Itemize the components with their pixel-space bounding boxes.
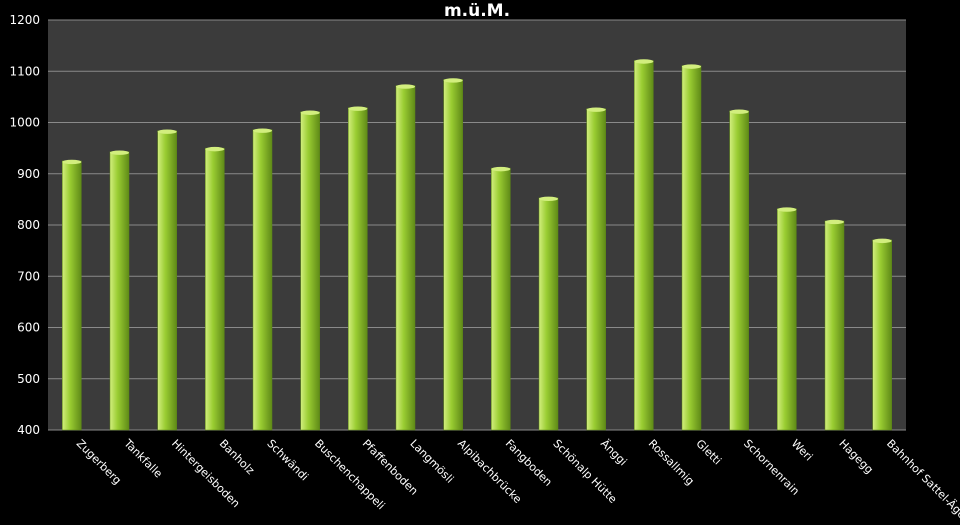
bar-cap-4 xyxy=(253,128,272,133)
chart-title: m.ü.M. xyxy=(444,1,510,21)
bar-cap-15 xyxy=(777,207,797,212)
bar-10 xyxy=(538,197,559,431)
bar-cap-16 xyxy=(825,219,844,225)
bar-cap-8 xyxy=(443,78,463,83)
bar-cap-9 xyxy=(491,166,511,172)
bar-cap-7 xyxy=(396,84,415,89)
gridlines xyxy=(48,19,906,431)
bar-7 xyxy=(395,85,416,431)
y-tick-label: 500 xyxy=(17,372,40,386)
y-tick-label: 700 xyxy=(17,269,40,283)
bar-cap-11 xyxy=(586,107,606,112)
y-tick-label: 900 xyxy=(17,167,40,181)
bar-17 xyxy=(872,239,892,431)
bar-6 xyxy=(348,107,368,431)
bar-cap-0 xyxy=(62,159,82,165)
bar-cap-6 xyxy=(348,106,368,111)
bar-cap-5 xyxy=(300,110,320,115)
bar-0 xyxy=(62,160,82,431)
bar-cap-3 xyxy=(205,146,225,152)
bar-16 xyxy=(824,220,845,431)
bar-11 xyxy=(586,108,606,431)
bar-cap-13 xyxy=(682,64,701,69)
bar-15 xyxy=(777,208,797,431)
bar-4 xyxy=(252,129,273,431)
y-tick-label: 1100 xyxy=(9,64,40,78)
bar-8 xyxy=(443,79,463,431)
bar-cap-12 xyxy=(634,59,654,64)
bar-12 xyxy=(634,60,654,431)
y-tick-label: 600 xyxy=(17,321,40,335)
bar-2 xyxy=(157,130,177,431)
bar-cap-17 xyxy=(872,238,892,244)
y-tick-label: 1200 xyxy=(9,13,40,27)
y-axis-ticks: 400 500 600 700 800 900 1000 1100 1200 xyxy=(9,13,40,437)
bar-9 xyxy=(491,167,511,431)
bar-13 xyxy=(681,65,702,431)
bar-3 xyxy=(205,147,225,431)
bar-cap-14 xyxy=(729,109,749,114)
y-tick-label: 400 xyxy=(17,423,40,437)
bars xyxy=(62,59,892,431)
y-tick-label: 800 xyxy=(17,218,40,232)
bar-cap-1 xyxy=(110,150,129,155)
bar-cap-2 xyxy=(157,129,177,134)
bar-14 xyxy=(729,110,749,431)
y-tick-label: 1000 xyxy=(9,116,40,130)
bar-5 xyxy=(300,111,320,431)
bar-cap-10 xyxy=(539,196,558,202)
bar-1 xyxy=(109,151,130,431)
